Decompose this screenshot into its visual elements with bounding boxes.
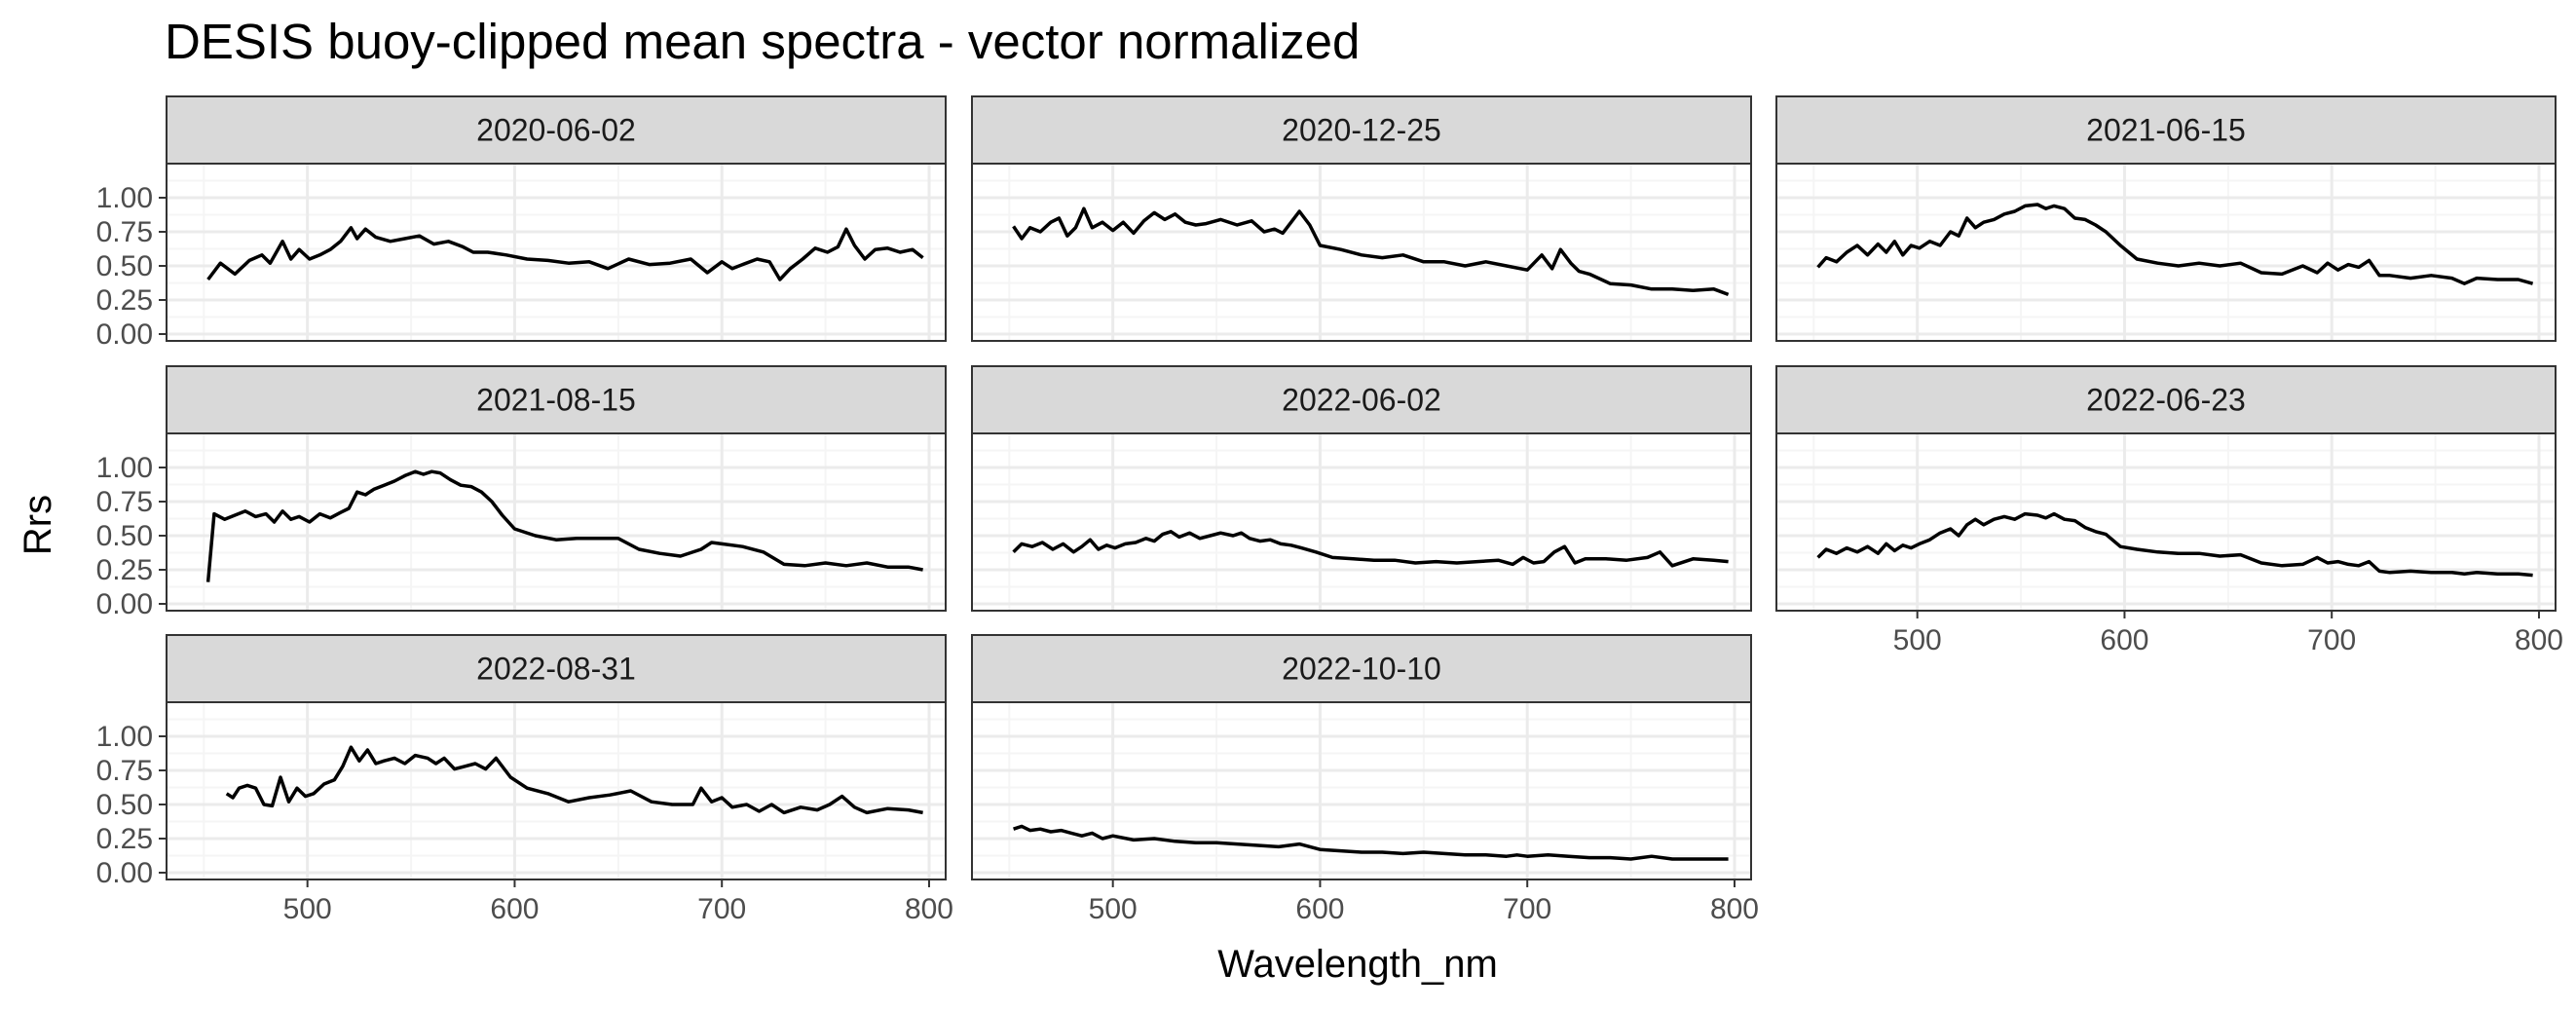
facet-strip <box>1775 365 2557 434</box>
facet-strip-label: 2022-06-23 <box>2086 383 2246 418</box>
facet-panel: 2022-06-02 <box>971 365 1752 612</box>
facet-strip <box>166 634 947 703</box>
y-tick-label: 0.25 <box>96 284 153 317</box>
x-tick-label: 700 <box>697 893 746 925</box>
x-tick-label: 700 <box>1503 893 1551 925</box>
facet-strip <box>971 95 1752 165</box>
spectrum-line <box>205 469 923 582</box>
x-tick-label: 600 <box>490 893 539 925</box>
facet-strip <box>1775 95 2557 165</box>
y-tick-label: 0.75 <box>96 755 153 787</box>
facet-strip-label: 2021-08-15 <box>476 383 636 418</box>
x-tick-label: 500 <box>283 893 332 925</box>
y-tick-label: 1.00 <box>96 452 153 484</box>
spectrum-line <box>1012 206 1730 297</box>
spectrum-line <box>206 226 924 281</box>
y-tick-label: 0.00 <box>96 588 153 620</box>
facet-strip <box>971 365 1752 434</box>
panel-background <box>972 433 1751 611</box>
facet-panel: 2022-06-23 500 600 700 800 <box>1775 365 2563 656</box>
y-tick-label: 0.00 <box>96 857 153 889</box>
spectrum-line <box>1816 203 2534 285</box>
y-tick-label: 0.25 <box>96 554 153 586</box>
facet-strip-label: 2022-06-02 <box>1282 383 1441 418</box>
facet-panel: 2022-08-31 0.000.250.500.751.00 500 600 700 8… <box>96 634 953 925</box>
spectrum-line <box>1816 511 2533 578</box>
y-tick-label: 0.50 <box>96 520 153 552</box>
x-axis-title: Wavelength_nm <box>1217 943 1498 986</box>
facet-strip <box>971 634 1752 703</box>
y-tick-label: 1.00 <box>96 182 153 214</box>
x-tick-label: 800 <box>1710 893 1759 925</box>
x-tick-label: 700 <box>2307 624 2356 656</box>
panel-background <box>167 433 946 611</box>
y-tick-label: 0.00 <box>96 318 153 351</box>
x-tick-label: 500 <box>1893 624 1942 656</box>
facet-strip <box>166 365 947 434</box>
facet-panel: 2020-12-25 <box>971 95 1752 342</box>
x-tick-label: 800 <box>2515 624 2563 656</box>
facet-panels: 2020-06-020.000.250.500.751.002020-12-25… <box>96 95 2563 925</box>
x-tick-label: 500 <box>1089 893 1138 925</box>
x-tick-label: 600 <box>2100 624 2148 656</box>
spectrum-line <box>225 745 923 815</box>
chart-title: DESIS buoy-clipped mean spectra - vector… <box>165 14 1360 69</box>
facet-strip <box>166 95 947 165</box>
y-tick-label: 0.50 <box>96 789 153 821</box>
facet-panel: 2021-08-15 0.000.250.500.751.00 <box>96 365 947 620</box>
panel-background <box>1776 164 2556 341</box>
y-tick-label: 0.75 <box>96 486 153 518</box>
x-tick-label: 600 <box>1295 893 1344 925</box>
spectrum-line <box>1013 824 1729 861</box>
x-tick-label: 800 <box>905 893 953 925</box>
facet-strip-label: 2021-06-15 <box>2086 113 2246 148</box>
facet-strip-label: 2022-08-31 <box>476 652 636 687</box>
spectrum-line <box>1012 530 1729 568</box>
facet-strip-label: 2020-12-25 <box>1282 113 1441 148</box>
facet-panel: 2020-06-02 0.000.250.500.751.00 <box>96 95 947 351</box>
panel-background <box>972 164 1751 341</box>
y-tick-label: 1.00 <box>96 721 153 753</box>
facet-panel: 2021-06-15 <box>1775 95 2557 342</box>
y-tick-label: 0.50 <box>96 250 153 282</box>
facet-strip-label: 2022-10-10 <box>1282 652 1441 687</box>
facet-panel: 2022-10-10 500 600 700 800 <box>971 634 1759 925</box>
panel-background <box>1776 433 2556 611</box>
y-axis-title: Rrs <box>17 495 59 555</box>
panel-background <box>972 702 1751 879</box>
y-tick-label: 0.75 <box>96 216 153 248</box>
y-tick-label: 0.25 <box>96 823 153 855</box>
facet-strip-label: 2020-06-02 <box>476 113 636 148</box>
